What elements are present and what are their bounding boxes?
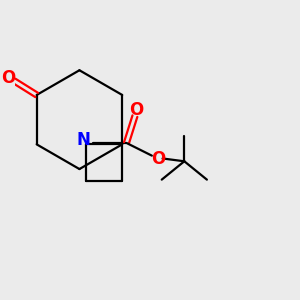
Text: N: N bbox=[76, 131, 90, 149]
Text: O: O bbox=[129, 101, 143, 119]
Text: O: O bbox=[151, 150, 165, 168]
Text: O: O bbox=[1, 69, 15, 87]
